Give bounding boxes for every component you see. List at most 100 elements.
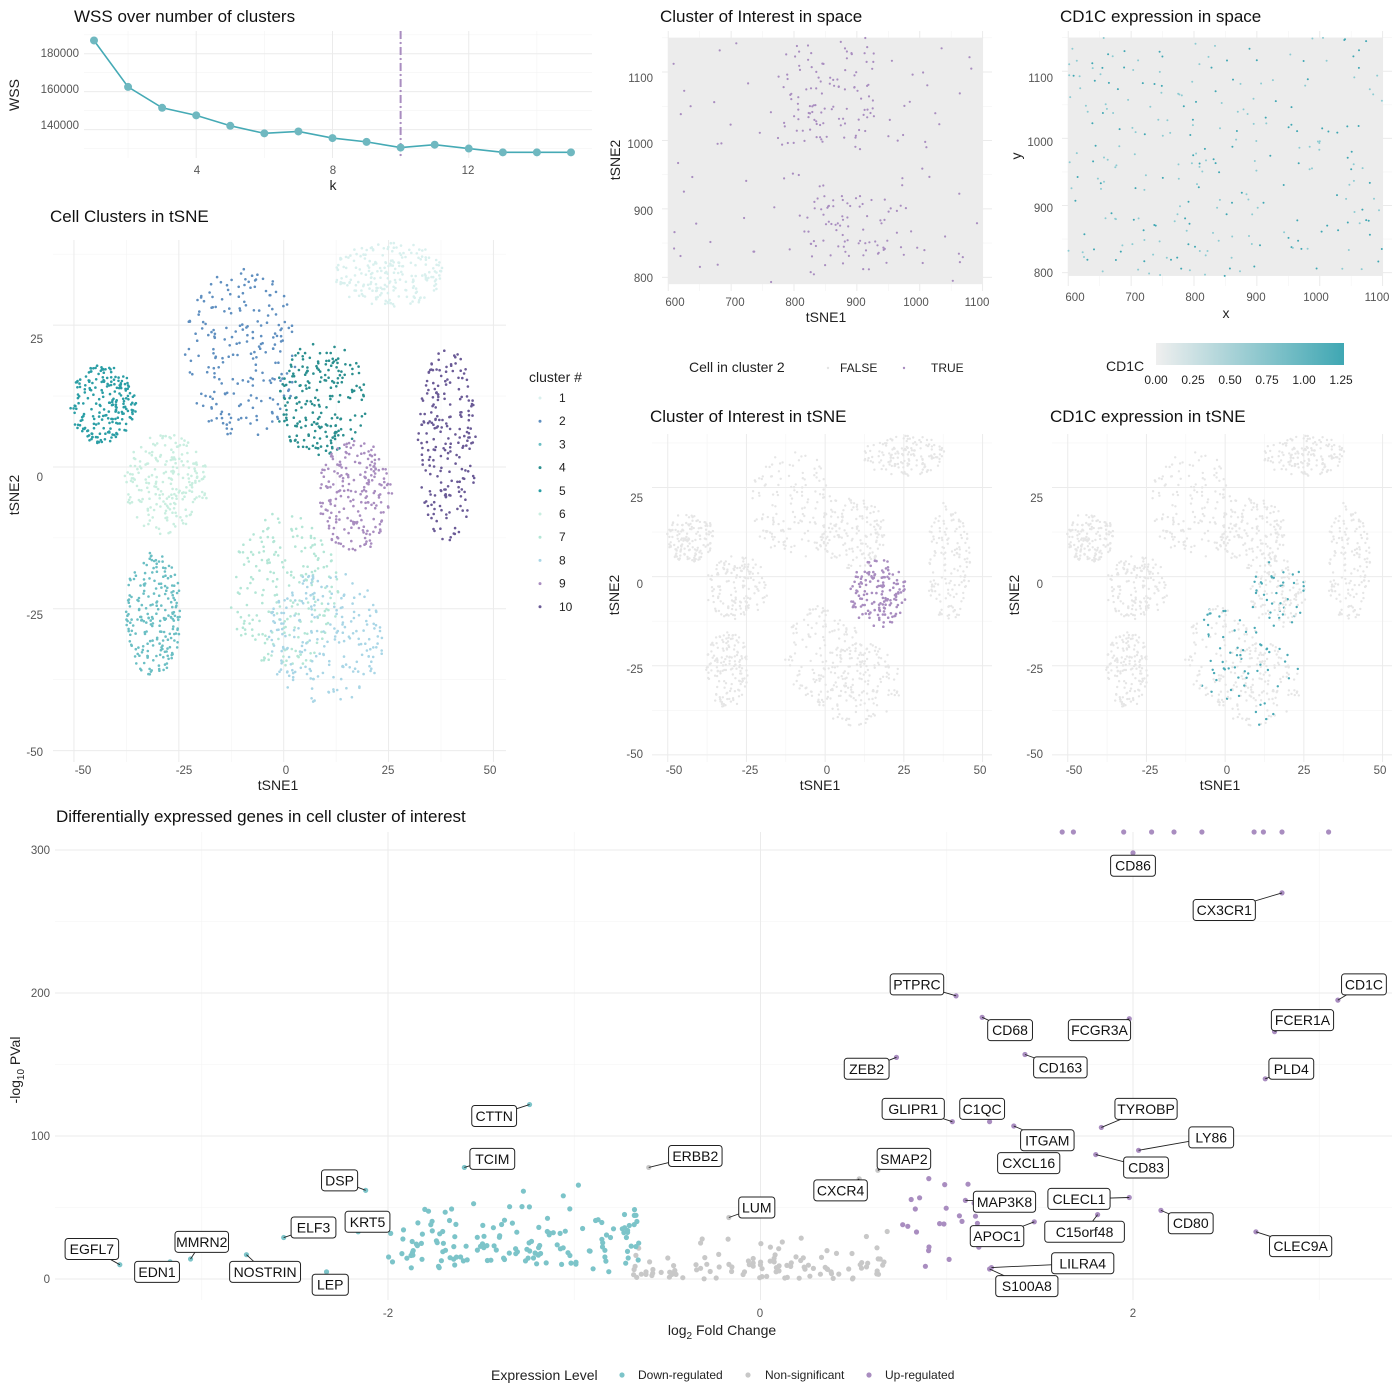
itsne-other-cell [863,662,866,665]
cluster-cell-point [337,641,341,644]
cluster-cell-point [295,402,299,405]
space-interest-cell [809,242,812,245]
cluster-cell-point [306,601,310,604]
cluster-cell-point [414,287,418,290]
ctsne-other-cell [1325,470,1329,473]
ctsne-other-cell [1230,515,1233,518]
cluster-cell-point [218,377,221,381]
cluster-cell-point [392,285,395,289]
cdspace-expressing-cell [1220,102,1223,104]
cluster-cell-point [292,372,295,376]
cluster-cell-point [190,474,193,478]
space-interest-cell [822,239,825,242]
cluster-cell-point [363,257,367,260]
cluster-cell-point [367,269,371,273]
cluster-cell-point [373,472,377,475]
cluster-cell-point [424,263,428,266]
ctsne-other-cell [1333,453,1336,456]
cdspace-expressing-cell [1231,235,1234,238]
itsne-other-cell [685,532,689,535]
cluster-cell-point [319,512,323,515]
wss-point [226,121,235,130]
itsne-other-cell [738,665,741,669]
cdspace-expressing-cell [1194,42,1197,45]
cdspace-expressing-cell [1250,243,1253,245]
clusters-marks [69,241,477,703]
cdspace-expressing-cell [1252,122,1255,125]
space-interest-cell [822,213,825,216]
space-interest-cell [820,111,823,114]
ctsne-other-cell [1174,505,1177,508]
itsne-other-cell [819,467,823,470]
cluster-cell-point [249,286,252,290]
ctsne-other-cell [1262,499,1265,502]
cluster-cell-point [171,652,174,656]
cluster-cell-point [354,283,358,287]
ctsne-other-cell [1257,529,1261,532]
cluster-legend-label: 5 [559,484,566,498]
space-interest-cell [820,208,823,211]
cluster-cell-point [245,340,249,343]
ctsne-other-cell [1223,496,1226,499]
cluster-cell-point [100,418,104,421]
itsne-other-cell [955,592,958,596]
itsne-other-cell [847,665,850,668]
itsne-other-cell [716,646,719,649]
cluster-cell-point [175,497,178,501]
itsne-other-cell [733,586,736,590]
itsne-other-cell [694,538,697,542]
ctsne-other-cell [1332,456,1335,459]
cluster-cell-point [376,642,379,645]
cluster-cell-point [357,294,361,298]
cluster-cell-point [296,422,299,425]
cluster-cell-point [359,642,363,646]
cdspace-expressing-cell [1143,239,1146,241]
itsne-other-cell [864,721,867,725]
cluster-cell-point [275,593,279,596]
cluster-cell-point [275,577,279,581]
cluster-cell-point [239,615,243,619]
itsne-interest-cell [877,616,881,620]
cluster-cell-point [95,364,99,368]
cdspace-expressing-cell [1357,125,1360,127]
cluster-cell-point [189,359,193,363]
itsne-other-cell [842,509,845,512]
cluster-cell-point [300,644,304,648]
cluster-cell-point [377,468,381,472]
cluster-cell-point [330,511,333,515]
cluster-cell-point [389,262,392,266]
cluster-cell-point [336,381,340,385]
itsne-other-cell [904,434,907,438]
itsne-other-cell [817,698,820,701]
cluster-cell-point [302,565,305,568]
cluster-cell-point [394,286,397,290]
itsne-interest-cell [860,575,864,578]
ctsne-other-cell [1137,695,1141,698]
cluster-cell-point [259,536,262,539]
cluster-cell-point [241,323,244,326]
itsne-other-cell [720,613,723,616]
cdspace-ytick-1: 1100 [1028,73,1053,85]
cdspace-expressing-cell [1198,162,1201,165]
cluster-cell-point [105,376,109,380]
itsne-other-cell [845,553,848,556]
ctsne-other-cell [1294,452,1297,455]
cluster-cell-point [126,409,130,413]
cluster-cell-point [259,334,263,338]
space-interest-cell [691,175,694,179]
cluster-cell-point [430,503,433,507]
itsne-other-cell [691,539,694,543]
itsne-interest-cell [886,560,889,563]
cdspace-expressing-cell [1170,258,1172,261]
ctsne-other-cell [1251,558,1255,562]
ctsne-other-cell [1214,522,1217,525]
cluster-cell-point [333,345,336,349]
ctsne-other-cell [1327,443,1331,446]
itsne-interest-cell [867,570,871,574]
cluster-cell-point [123,405,127,409]
cluster-cell-point [393,305,396,308]
cluster-cell-point [445,424,449,428]
cluster-cell-point [327,527,331,530]
cluster-cell-point [179,516,182,519]
cdspace-expressing-cell [1358,222,1361,225]
